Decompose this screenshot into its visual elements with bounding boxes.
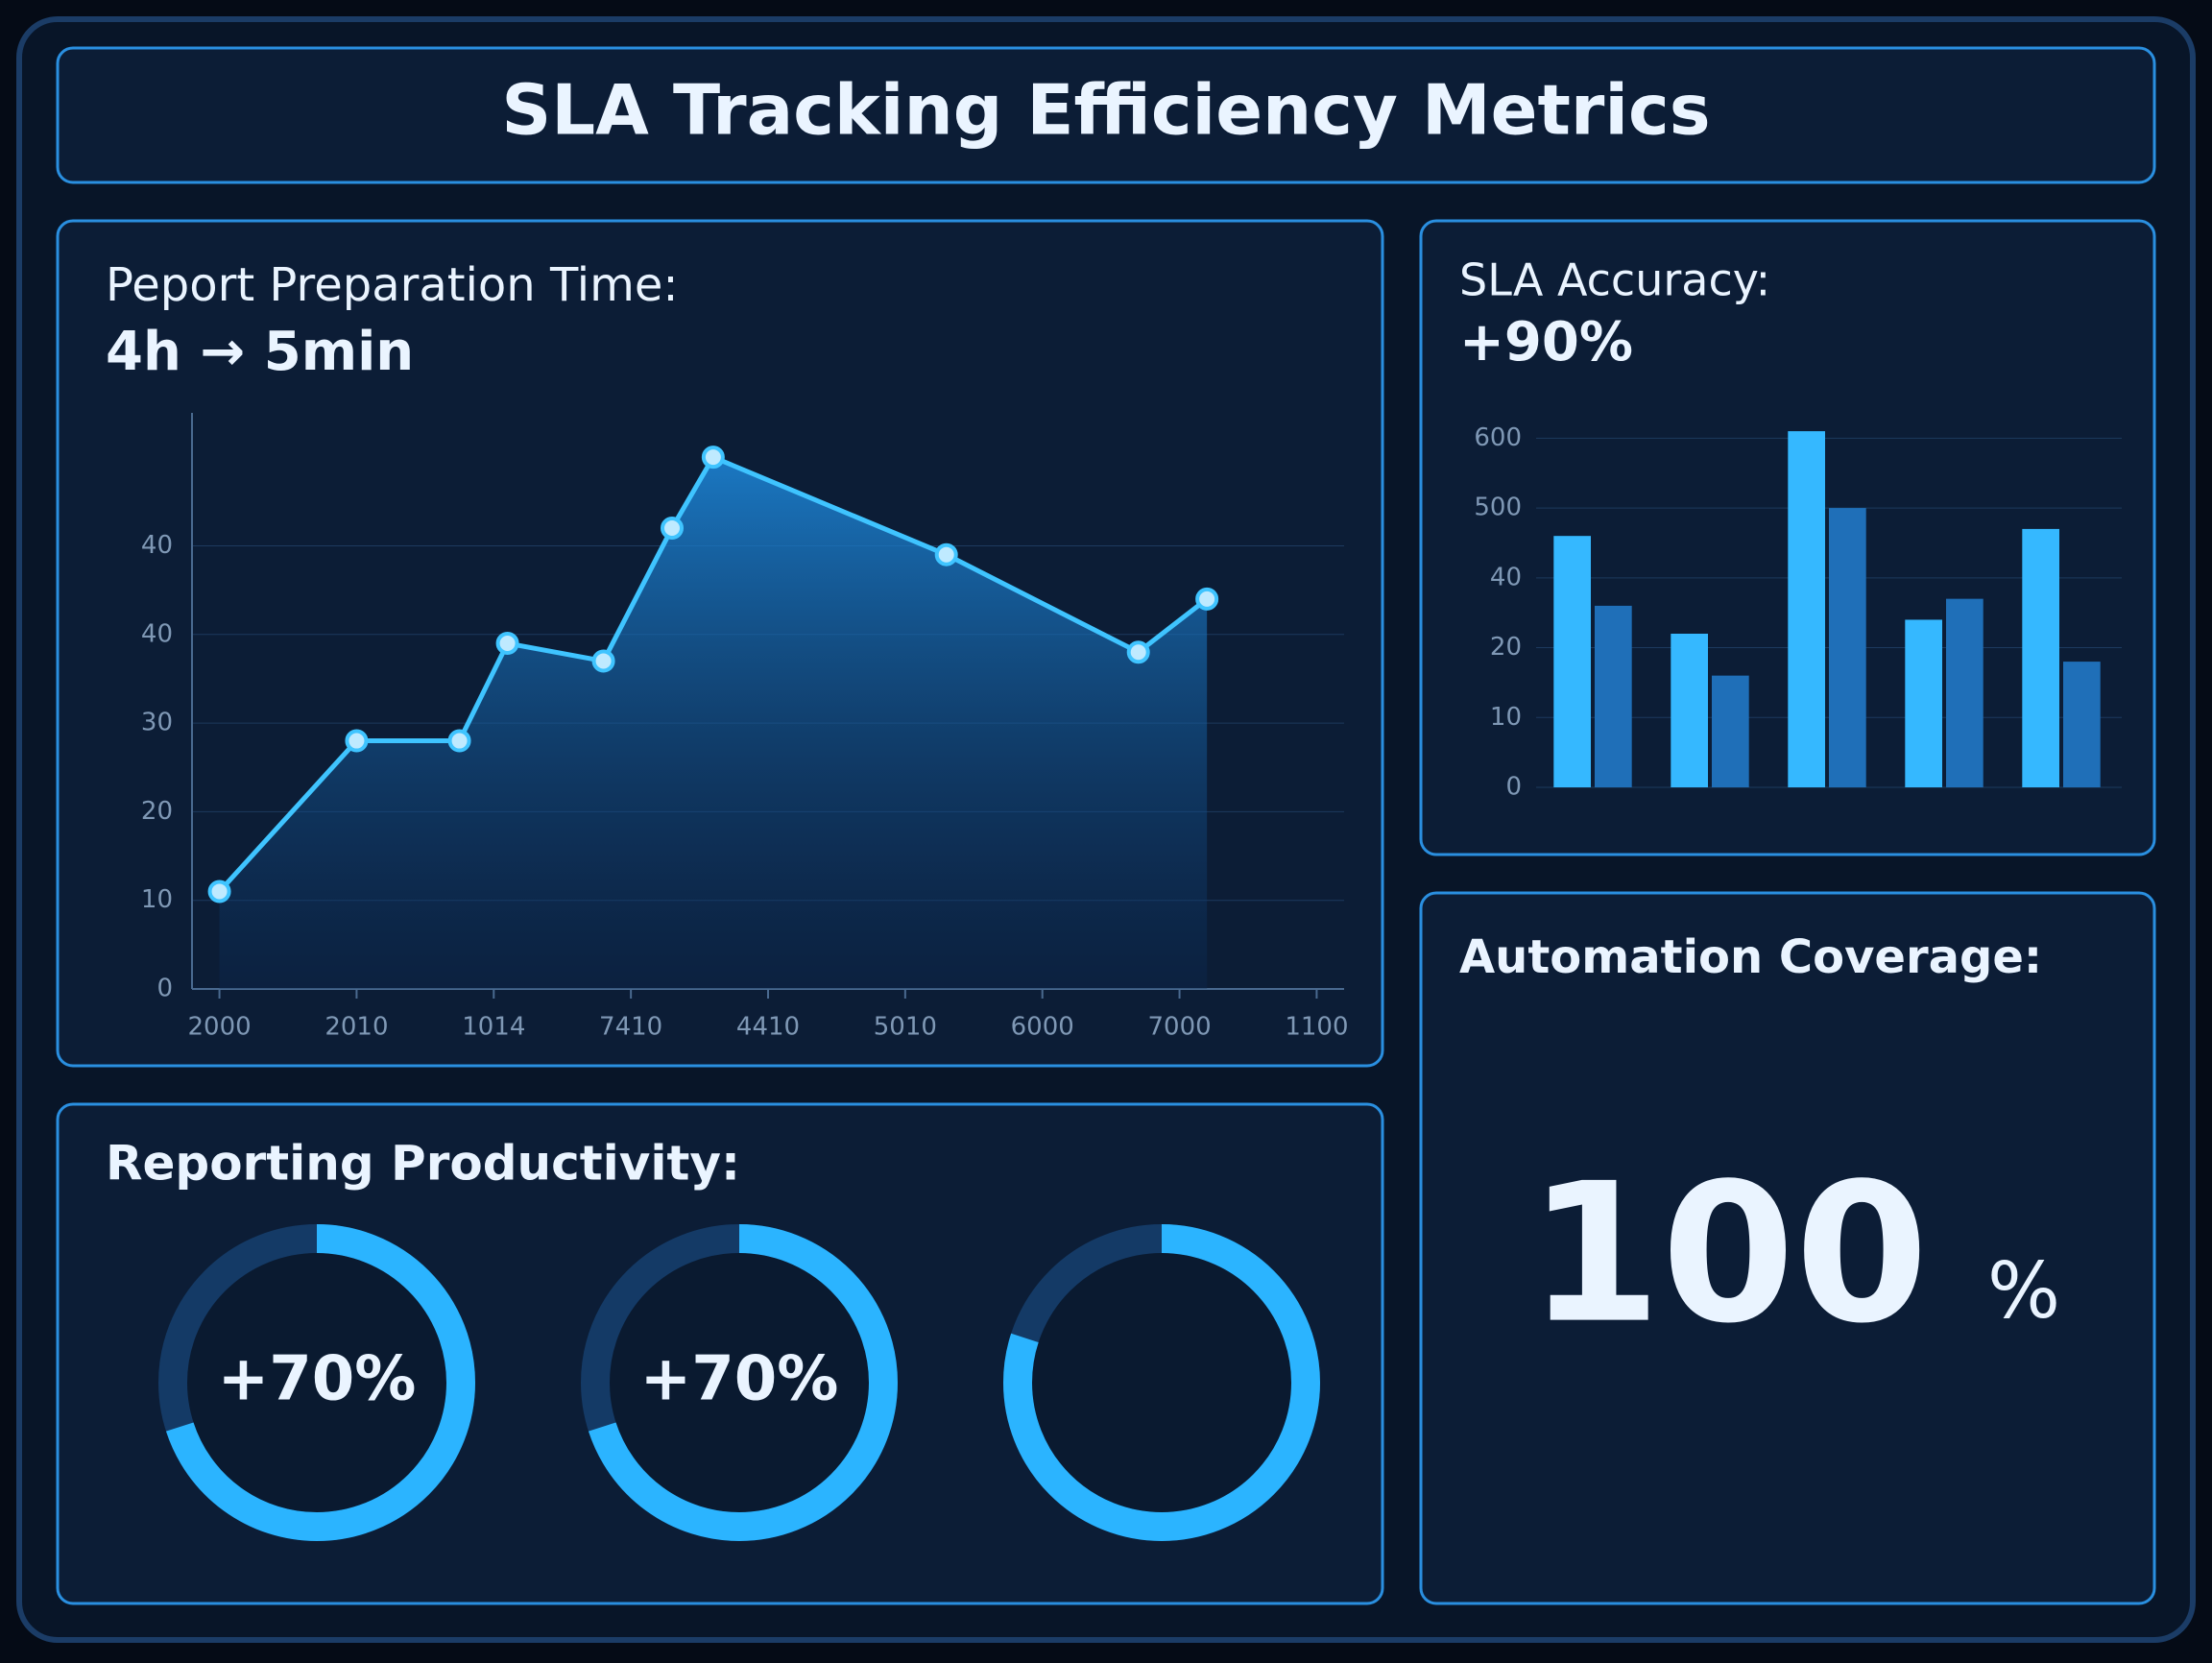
bar	[2063, 662, 2101, 787]
bar	[1946, 598, 1984, 787]
line-point	[207, 880, 231, 904]
y-tick-label: 500	[1474, 494, 1522, 522]
panel-title: SLA Accuracy:	[1459, 254, 1770, 306]
line-point	[1195, 587, 1219, 611]
x-tick-label: 7000	[1147, 1013, 1211, 1042]
line-point	[495, 632, 519, 655]
x-tick-label: 2010	[325, 1013, 388, 1042]
y-tick-label: 40	[1490, 563, 1522, 591]
y-tick-label: 40	[141, 531, 173, 560]
y-tick-label: 40	[141, 619, 173, 648]
line-point	[1126, 640, 1150, 664]
gauges: +70% +70%	[158, 1224, 1320, 1541]
line-point	[934, 542, 958, 566]
gauge-label: +70%	[640, 1344, 839, 1415]
line-point	[447, 729, 471, 753]
y-tick-label: 10	[1490, 703, 1522, 732]
gauge-arc	[158, 1224, 475, 1541]
x-tick-label: 1100	[1285, 1013, 1348, 1042]
automation-panel	[1419, 891, 2156, 1605]
page-title: SLA Tracking Efficiency Metrics	[501, 70, 1710, 151]
gauge-arc	[1003, 1224, 1320, 1541]
bar	[1829, 508, 1866, 787]
panel-title: Reporting Productivity:	[106, 1136, 740, 1192]
y-tick-label: 0	[156, 975, 173, 1003]
line-area	[219, 457, 1208, 990]
gauge-label: +70%	[218, 1344, 417, 1415]
y-tick-label: 600	[1474, 423, 1522, 452]
y-tick-label: 20	[141, 797, 173, 826]
bar	[1671, 634, 1708, 787]
y-tick-label: 0	[1505, 773, 1522, 802]
x-tick-label: 1014	[462, 1013, 525, 1042]
x-tick-label: 6000	[1011, 1013, 1074, 1042]
big-unit: %	[1987, 1246, 2060, 1336]
line	[217, 454, 1209, 894]
line-point	[345, 729, 369, 753]
line-point	[701, 446, 725, 470]
panel-title: Automation Coverage:	[1459, 930, 2042, 984]
x-tick-label: 4410	[736, 1013, 800, 1042]
line-chart: 0 10 20 30 40 40 2000 2010 1014 7410 4410 5010 6000 7…	[141, 413, 1349, 1042]
bar	[1712, 675, 1749, 787]
bar-chart: 0 10 20 40 500 600	[1474, 423, 2122, 802]
line-point	[661, 517, 684, 540]
y-tick-label: 20	[1490, 633, 1522, 662]
panel-value: 4h → 5min	[106, 321, 414, 383]
y-tick-label: 30	[141, 709, 173, 737]
x-tick-label: 7410	[599, 1013, 662, 1042]
header-panel	[56, 46, 2156, 184]
bar	[1553, 536, 1591, 787]
big-value: 100	[1527, 1143, 1928, 1366]
bar	[2022, 528, 2059, 787]
gauge-arc	[581, 1224, 898, 1541]
y-tick-label: 10	[141, 885, 173, 914]
x-tick-label: 5010	[874, 1013, 937, 1042]
line-point	[591, 649, 615, 673]
panel-value: +90%	[1459, 311, 1633, 374]
bar	[1595, 605, 1632, 787]
bar	[1788, 431, 1825, 787]
bar	[1905, 619, 1942, 787]
x-tick-label: 2000	[187, 1013, 251, 1042]
panel-title: Peport Preparation Time:	[106, 258, 679, 312]
